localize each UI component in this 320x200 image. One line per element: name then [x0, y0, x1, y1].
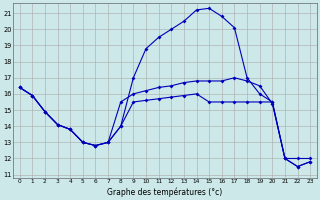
X-axis label: Graphe des températures (°c): Graphe des températures (°c): [107, 187, 223, 197]
